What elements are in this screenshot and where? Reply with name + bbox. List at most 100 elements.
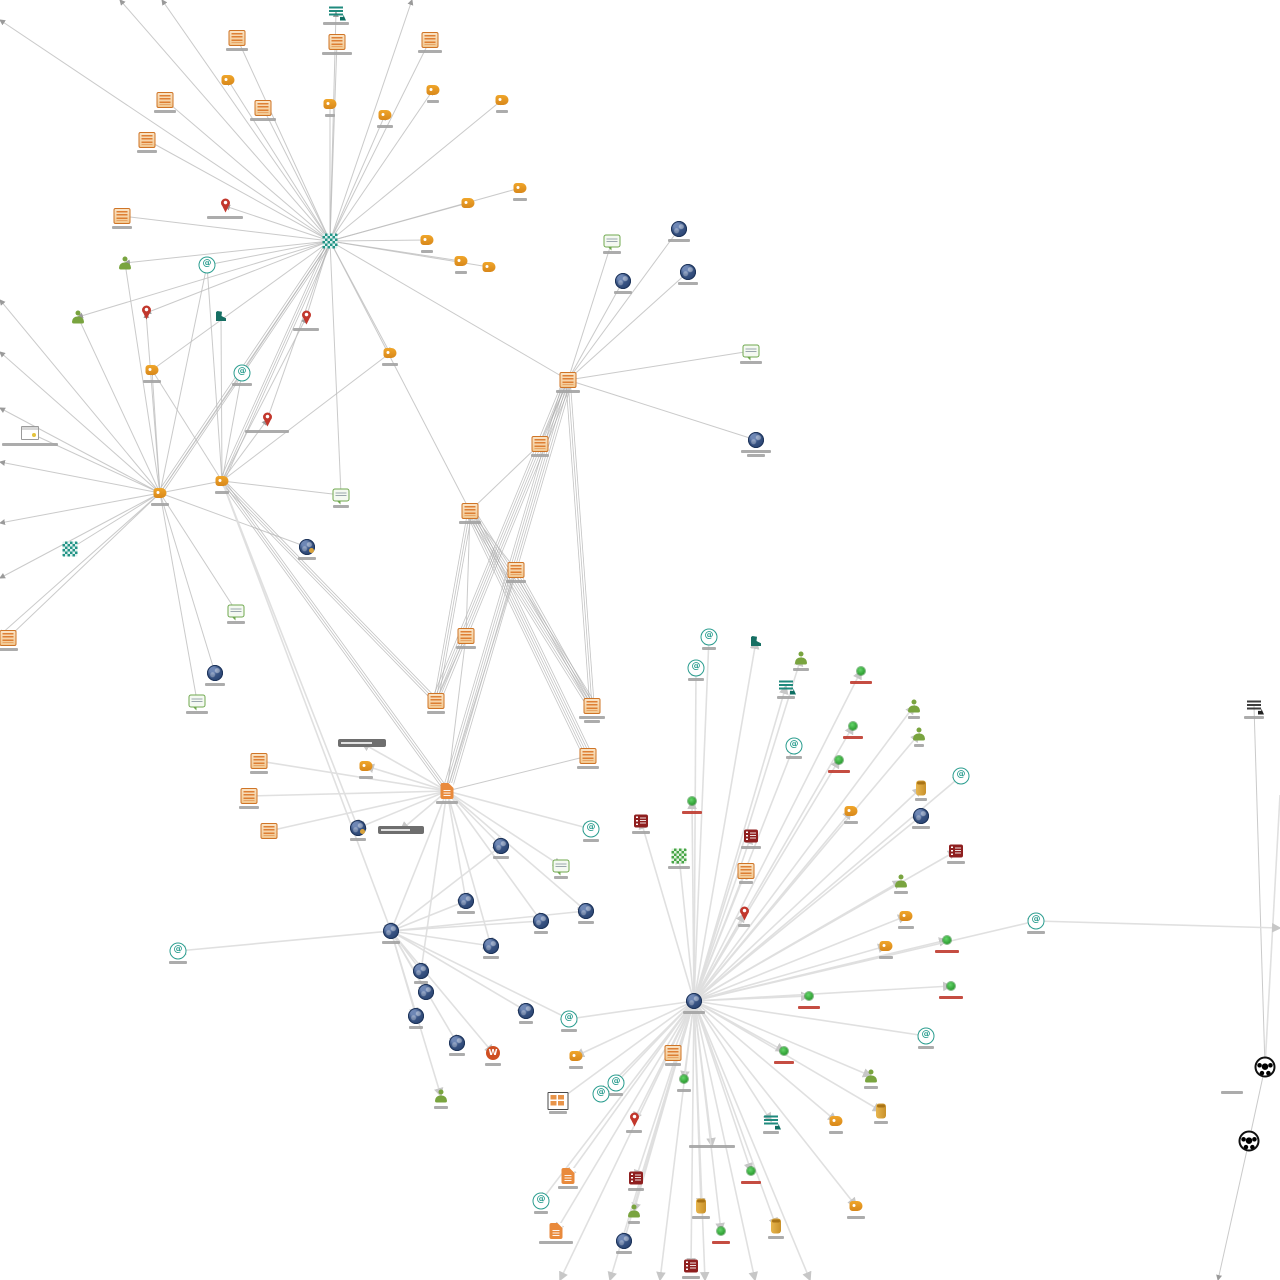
node-label (409, 1026, 423, 1029)
spreadsheet-icon (547, 1092, 569, 1110)
edge (390, 930, 495, 1055)
edge (159, 372, 243, 494)
node-label (689, 1145, 735, 1148)
news-document-icon (737, 863, 755, 879)
edge (159, 492, 237, 612)
edge (569, 379, 595, 706)
node-label (382, 363, 398, 366)
node-label (434, 1106, 448, 1109)
edge (360, 742, 448, 792)
edge (389, 790, 448, 933)
node-label (207, 216, 243, 219)
edge (693, 1000, 725, 1233)
node-label (325, 114, 335, 117)
node-label (350, 838, 366, 841)
blog-icon: W (486, 1046, 500, 1060)
marker-dot-icon (805, 992, 813, 1000)
edge (390, 907, 588, 932)
edge (693, 912, 745, 1002)
edge (433, 510, 469, 701)
edge (574, 1000, 695, 1057)
edge (686, 1000, 696, 1268)
edge (467, 511, 591, 708)
edge (656, 1000, 695, 1280)
node-label (493, 856, 509, 859)
person-icon (864, 1070, 878, 1083)
edge (446, 569, 518, 792)
email-address-icon: @ (169, 942, 187, 960)
node-label (632, 831, 650, 834)
node-label (577, 766, 599, 769)
edge (693, 1000, 786, 1052)
node-label (0, 648, 18, 651)
edge (124, 240, 331, 266)
news-document-icon (113, 208, 131, 224)
edge (540, 1000, 695, 1203)
edge (513, 570, 591, 708)
node-label (579, 716, 605, 719)
node-label (668, 866, 690, 869)
node-label (569, 1066, 583, 1069)
edge (176, 930, 392, 956)
phrase-bubble-icon (552, 859, 570, 876)
node-label (702, 647, 716, 650)
edge (390, 916, 543, 932)
phrase-bubble-icon (227, 604, 245, 621)
node-label (250, 771, 268, 774)
contacts-book-icon (684, 1259, 698, 1273)
edge (329, 89, 434, 242)
email-address-icon: @ (952, 767, 970, 785)
report-file-icon (561, 1168, 575, 1184)
edge (445, 379, 569, 792)
website-globe-icon (207, 665, 223, 681)
edge (329, 240, 569, 381)
edge (262, 107, 331, 242)
edge (119, 0, 331, 242)
alias-icon (383, 348, 397, 358)
edge (0, 351, 161, 494)
archive-jar-icon (916, 780, 926, 796)
selected-node-label[interactable] (338, 739, 386, 747)
edge (161, 0, 331, 242)
website-globe-icon (493, 838, 509, 854)
node-label (549, 1111, 567, 1114)
alias-icon (145, 365, 159, 375)
node-label (912, 826, 930, 829)
edge (221, 317, 307, 482)
archive-jar-icon (876, 1103, 886, 1119)
edge (145, 240, 331, 314)
edge (1260, 794, 1280, 1069)
node-label (668, 239, 690, 242)
phrase-bubble-icon (188, 694, 206, 711)
node-label (844, 821, 858, 824)
footprint-icon (216, 311, 226, 321)
edge (218, 315, 225, 482)
website-globe-icon (350, 820, 366, 836)
node-label (682, 1276, 700, 1279)
email-address-icon: @ (607, 1074, 625, 1092)
edge (1216, 1140, 1250, 1280)
website-globe-icon (413, 963, 429, 979)
news-document-icon (0, 630, 17, 646)
edge (567, 1000, 695, 1178)
email-address-icon: @ (785, 737, 803, 755)
node-label (915, 798, 927, 801)
node-label (382, 941, 400, 944)
edge (390, 930, 571, 1020)
alias-icon (215, 476, 229, 486)
edge (329, 41, 340, 242)
node-label (333, 505, 349, 508)
edge (431, 378, 565, 700)
news-document-icon (579, 748, 597, 764)
edge (399, 790, 448, 832)
location-pin-icon (262, 413, 273, 428)
edge (473, 508, 593, 755)
edge (1035, 920, 1280, 933)
node-label (531, 454, 549, 457)
news-document-icon (156, 92, 174, 108)
selected-node-label[interactable] (378, 826, 424, 834)
marker-dot-icon (857, 667, 865, 675)
edge (446, 635, 469, 792)
